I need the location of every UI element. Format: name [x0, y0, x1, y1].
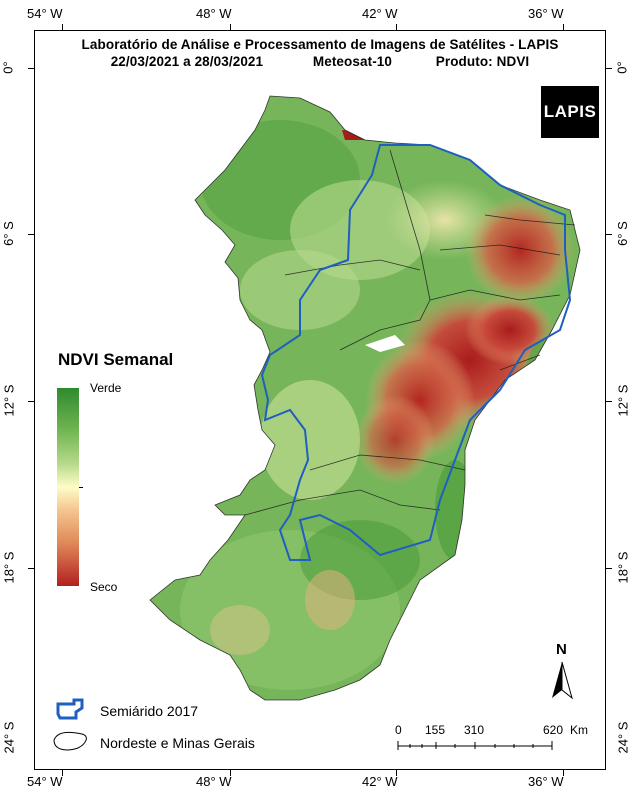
region-legend-icon — [53, 731, 87, 751]
product-name: Produto: NDVI — [435, 54, 530, 69]
longitude-label-42w: 42° W — [362, 6, 398, 21]
longitude-label-48w: 48° W — [196, 6, 232, 21]
scale-unit: Km — [570, 723, 588, 737]
longitude-label-36w-bottom: 36° W — [528, 774, 564, 789]
ndvi-color-ramp — [57, 388, 79, 586]
scale-tick-0: 0 — [395, 723, 402, 737]
longitude-label-54w: 54° W — [27, 6, 63, 21]
lapis-logo: LAPIS — [541, 86, 599, 138]
longitude-label-42w-bottom: 42° W — [362, 774, 398, 789]
longitude-label-54w-bottom: 54° W — [27, 774, 63, 789]
legend-semiarid-label: Semiárido 2017 — [100, 703, 199, 719]
legend-title: NDVI Semanal — [58, 350, 174, 369]
semiarid-legend-icon — [56, 698, 84, 720]
date-range: 22/03/2021 a 28/03/2021 — [110, 54, 264, 69]
satellite-name: Meteosat-10 — [312, 54, 393, 69]
north-arrow-icon — [552, 661, 573, 700]
north-label: N — [556, 641, 567, 658]
longitude-label-36w: 36° W — [528, 6, 564, 21]
longitude-label-48w-bottom: 48° W — [196, 774, 232, 789]
scale-tick-155: 155 — [425, 723, 446, 737]
ramp-low-label: Seco — [90, 580, 118, 594]
map-subtitle: 22/03/2021 a 28/03/2021 Meteosat-10 Prod… — [36, 54, 604, 69]
scale-bar — [397, 741, 553, 750]
ramp-high-label: Verde — [90, 381, 122, 395]
scale-tick-620: 620 — [543, 723, 564, 737]
legend-region-label: Nordeste e Minas Gerais — [100, 735, 255, 751]
map-title: Laboratório de Análise e Processamento d… — [81, 37, 559, 52]
scale-tick-310: 310 — [464, 723, 485, 737]
